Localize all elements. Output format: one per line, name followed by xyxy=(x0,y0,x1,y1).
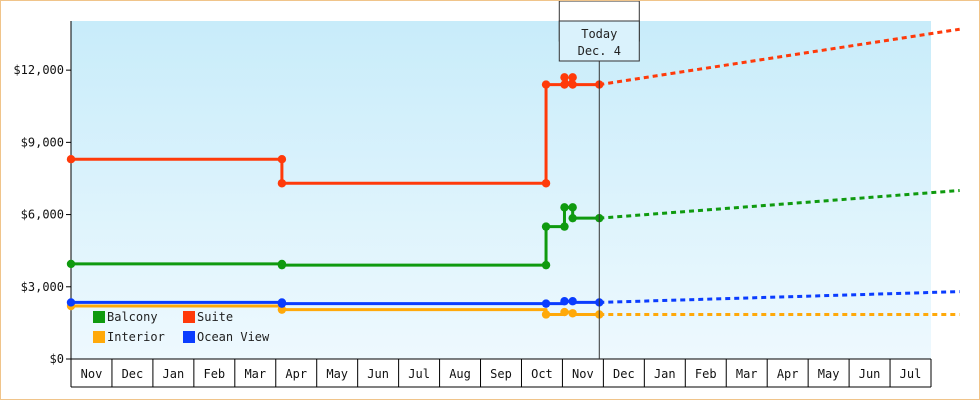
data-point xyxy=(541,80,551,89)
legend-swatch xyxy=(183,311,195,323)
legend-item: Ocean View xyxy=(183,330,270,344)
x-tick-label: Apr xyxy=(285,367,307,381)
data-point xyxy=(568,73,577,82)
legend-item: Interior xyxy=(93,330,165,344)
data-point xyxy=(277,260,287,270)
data-point xyxy=(541,299,551,308)
data-point xyxy=(66,259,76,269)
data-point xyxy=(560,80,569,89)
x-tick-label: Nov xyxy=(572,367,594,381)
data-point xyxy=(541,179,551,188)
x-tick-label: Nov xyxy=(81,367,103,381)
data-point xyxy=(277,299,287,308)
series-ocean-view xyxy=(66,290,960,308)
data-point xyxy=(541,260,551,270)
legend-label: Suite xyxy=(197,310,233,324)
data-point xyxy=(277,179,287,188)
x-tick-label: Jan xyxy=(163,367,185,381)
data-point xyxy=(277,155,287,164)
today-label: Today xyxy=(581,27,617,41)
forecast-line xyxy=(599,189,960,220)
x-tick-label: Aug xyxy=(449,367,471,381)
today-date: Dec. 4 xyxy=(578,44,621,58)
legend-item: Balcony xyxy=(93,310,158,324)
x-tick-label: Mar xyxy=(244,367,266,381)
legend-swatch xyxy=(93,331,105,343)
x-tick-label: Oct xyxy=(531,367,553,381)
x-tick-label: Sep xyxy=(490,367,512,381)
forecast-line xyxy=(599,290,960,304)
today-box-bg xyxy=(558,20,640,62)
data-point xyxy=(541,222,551,231)
x-tick-label: Feb xyxy=(203,367,225,381)
data-point xyxy=(560,203,569,212)
data-point xyxy=(560,73,569,82)
data-point xyxy=(560,222,569,231)
y-tick-label: $3,000 xyxy=(21,280,64,294)
legend-swatch xyxy=(93,311,105,323)
legend-label: Ocean View xyxy=(197,330,270,344)
data-point xyxy=(568,297,577,306)
x-tick-label: May xyxy=(818,367,840,381)
legend-item: Suite xyxy=(183,310,233,324)
y-tick-label: $9,000 xyxy=(21,135,64,149)
x-tick-label: Jun xyxy=(367,367,389,381)
data-point xyxy=(568,203,577,212)
x-tick-label: Jul xyxy=(900,367,922,381)
data-point xyxy=(560,307,569,317)
x-tick-label: May xyxy=(326,367,348,381)
data-point xyxy=(568,80,577,89)
x-tick-label: Mar xyxy=(736,367,758,381)
x-tick-label: Dec xyxy=(122,367,144,381)
legend-label: Balcony xyxy=(107,310,158,324)
data-point xyxy=(66,155,76,164)
y-tick-label: $6,000 xyxy=(21,208,64,222)
data-point xyxy=(66,298,76,307)
x-tick-label: Jul xyxy=(408,367,430,381)
data-point xyxy=(541,310,551,319)
x-tick-label: Feb xyxy=(695,367,717,381)
legend-label: Interior xyxy=(107,330,165,344)
series-interior xyxy=(66,301,960,319)
data-point xyxy=(560,297,569,306)
x-tick-label: Apr xyxy=(777,367,799,381)
y-tick-label: $12,000 xyxy=(13,63,64,77)
data-point xyxy=(568,213,577,223)
x-tick-label: Jun xyxy=(859,367,881,381)
data-point xyxy=(277,305,287,314)
x-tick-label: Jan xyxy=(654,367,676,381)
series-suite xyxy=(66,27,960,188)
data-point xyxy=(568,309,577,318)
y-tick-label: $0 xyxy=(50,352,64,366)
legend-swatch xyxy=(183,331,195,343)
forecast-line xyxy=(599,27,960,87)
x-tick-label: Dec xyxy=(613,367,635,381)
series-balcony xyxy=(66,189,960,270)
